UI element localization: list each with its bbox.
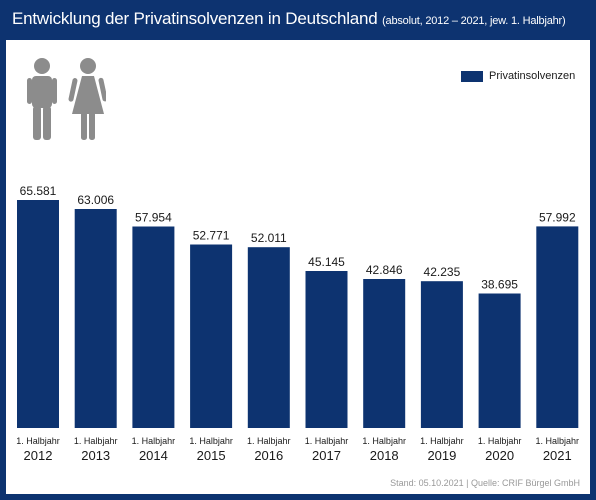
x-tick-label-2017: 2017 [312, 448, 341, 463]
x-tick-sublabel-2014: 1. Halbjahr [132, 436, 176, 446]
bar-value-label-2018: 42.846 [366, 263, 403, 277]
legend-swatch [461, 70, 483, 82]
bar-2019 [420, 281, 463, 428]
people-icon [27, 58, 106, 140]
bar-2021 [536, 226, 579, 428]
x-tick-label-2015: 2015 [197, 448, 226, 463]
x-tick-sublabel-2016: 1. Halbjahr [247, 436, 291, 446]
bar-value-label-2020: 38.695 [481, 278, 518, 292]
bar-2015 [190, 244, 233, 428]
legend: Privatinsolvenzen [461, 70, 575, 82]
bar-value-label-2014: 57.954 [135, 211, 172, 225]
legend-label: Privatinsolvenzen [489, 70, 576, 82]
bar-2016 [247, 247, 290, 428]
x-tick-label-2018: 2018 [370, 448, 399, 463]
x-tick-sublabel-2018: 1. Halbjahr [362, 436, 406, 446]
bar-2017 [305, 271, 348, 428]
bar-value-label-2019: 42.235 [424, 265, 461, 279]
bar-value-label-2016: 52.011 [251, 231, 287, 245]
bar-2020 [478, 293, 521, 428]
x-tick-label-2021: 2021 [543, 448, 572, 463]
x-tick-sublabel-2013: 1. Halbjahr [74, 436, 118, 446]
bar-value-label-2015: 52.771 [193, 229, 230, 243]
chart-panel: Privatinsolvenzen 65.581 1. Halbjahr 2012 6… [6, 40, 590, 494]
bar-2018 [363, 279, 406, 428]
x-tick-label-2014: 2014 [139, 448, 168, 463]
x-tick-label-2019: 2019 [427, 448, 456, 463]
x-tick-sublabel-2020: 1. Halbjahr [478, 436, 522, 446]
chart-title: Entwicklung der Privatinsolvenzen in Deu… [12, 9, 566, 29]
x-tick-sublabel-2015: 1. Halbjahr [189, 436, 233, 446]
bar-2014 [132, 226, 175, 428]
source-note: Stand: 05.10.2021 | Quelle: CRIF Bürgel … [390, 478, 580, 488]
x-tick-sublabel-2017: 1. Halbjahr [305, 436, 349, 446]
bar-2013 [74, 209, 117, 428]
x-tick-sublabel-2012: 1. Halbjahr [16, 436, 60, 446]
bar-value-label-2017: 45.145 [308, 255, 345, 269]
x-tick-sublabel-2019: 1. Halbjahr [420, 436, 464, 446]
x-tick-sublabel-2021: 1. Halbjahr [536, 436, 580, 446]
bar-chart: 65.581 1. Halbjahr 2012 63.006 1. Halbjahr 20… [16, 184, 580, 463]
male-person-icon [27, 58, 57, 140]
bar-2012 [17, 200, 59, 428]
bar-value-label-2013: 63.006 [77, 193, 114, 207]
x-tick-label-2020: 2020 [485, 448, 514, 463]
bar-value-label-2021: 57.992 [539, 210, 576, 224]
title-bar: Entwicklung der Privatinsolvenzen in Deu… [0, 0, 596, 40]
female-person-icon [68, 58, 106, 140]
x-tick-label-2016: 2016 [254, 448, 283, 463]
title-text: Entwicklung der Privatinsolvenzen in Deu… [12, 9, 378, 28]
bar-value-label-2012: 65.581 [20, 184, 57, 198]
x-tick-label-2013: 2013 [81, 448, 110, 463]
x-tick-label-2012: 2012 [24, 448, 53, 463]
chart-subtitle: (absolut, 2012 – 2021, jew. 1. Halbjahr) [382, 15, 566, 27]
